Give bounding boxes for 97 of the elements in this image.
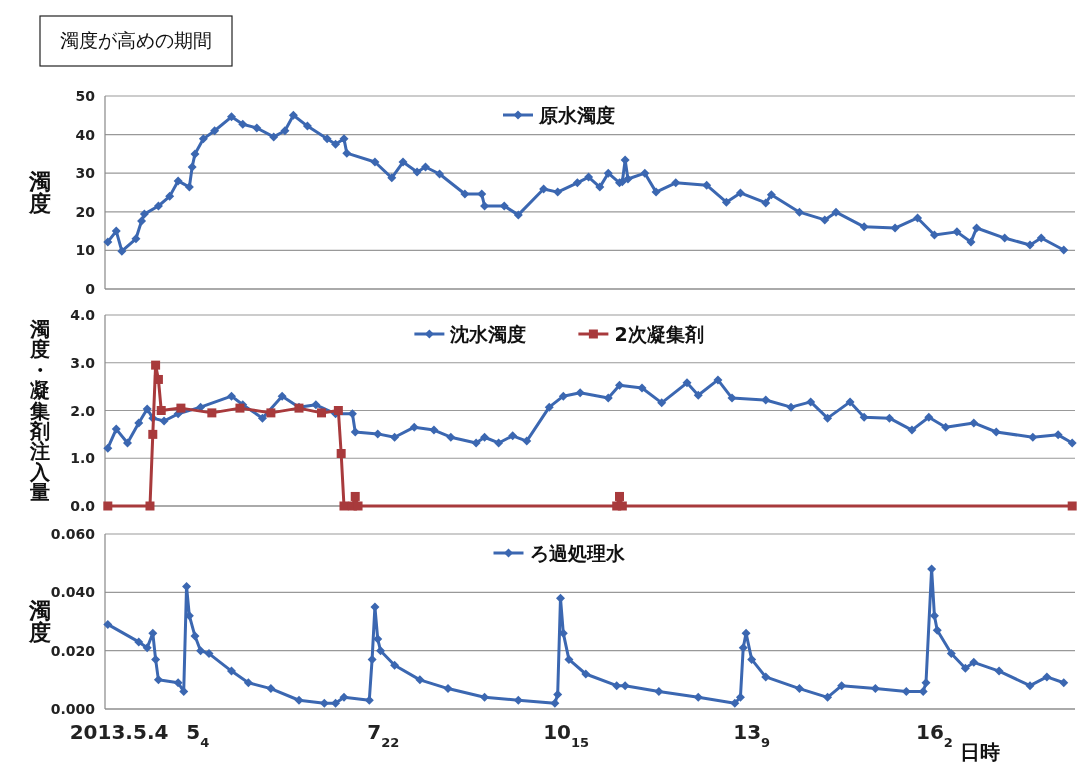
point <box>353 501 363 511</box>
point <box>969 418 979 428</box>
point <box>333 406 343 415</box>
point <box>693 390 703 400</box>
point <box>615 491 625 501</box>
y-tick-label: 50 <box>75 88 96 104</box>
legend-label: 2次凝集剤 <box>614 323 704 345</box>
y-tick-label: 0.060 <box>50 526 96 542</box>
x-axis-title: 日時 <box>960 740 1000 764</box>
x-tick-label: 5$_{4}$ <box>186 720 210 750</box>
y-tick-label: 0.040 <box>50 584 96 601</box>
point <box>207 408 217 418</box>
point <box>806 397 816 407</box>
point <box>924 412 934 422</box>
y-tick-label: 2.0 <box>70 402 96 419</box>
y-tick-label: 0.0 <box>70 498 96 514</box>
point <box>142 404 152 414</box>
point <box>494 438 504 448</box>
point <box>336 448 346 458</box>
point <box>907 425 917 435</box>
y-axis-title: 濁度 <box>28 168 51 217</box>
point <box>159 416 169 426</box>
y-tick-label: 0 <box>85 281 96 297</box>
text: 濁度・凝集剤注入量 <box>30 316 50 505</box>
legend: ろ過処理水 <box>493 542 625 564</box>
legend-label: 原水濁度 <box>538 104 615 126</box>
point <box>103 443 113 453</box>
y-tick-label: 4.0 <box>70 307 96 323</box>
point <box>761 395 771 405</box>
legend-label: ろ過処理水 <box>529 542 626 564</box>
point <box>350 491 360 501</box>
point <box>277 391 287 401</box>
point <box>350 427 360 437</box>
point <box>339 501 349 511</box>
x-tick-label: 16$_{2}$ <box>915 720 953 750</box>
point <box>480 432 490 442</box>
point <box>153 374 163 384</box>
point <box>657 398 667 408</box>
point <box>544 402 554 412</box>
point <box>713 375 723 385</box>
x-tick-label: 2013.5.4 <box>69 720 169 744</box>
x-tick-label: 7$_{22}$ <box>367 720 400 750</box>
point <box>429 425 439 435</box>
point <box>786 402 796 412</box>
x-tick-label: 13$_{9}$ <box>733 720 771 750</box>
point <box>615 380 625 390</box>
y-tick-label: 20 <box>75 203 96 220</box>
point <box>148 429 158 439</box>
point <box>1067 501 1077 511</box>
point <box>122 438 132 448</box>
point <box>145 501 155 511</box>
point <box>373 429 383 439</box>
x-tick-label: 10$_{15}$ <box>543 720 590 750</box>
point <box>471 438 481 448</box>
point <box>257 413 267 423</box>
y-tick-label: 3.0 <box>70 354 96 371</box>
point <box>603 393 613 403</box>
y-tick-label: 40 <box>75 126 96 143</box>
point <box>266 408 276 418</box>
point <box>409 422 419 432</box>
point <box>617 501 627 511</box>
point <box>151 360 161 370</box>
y-axis-title: 濁度 <box>28 597 51 646</box>
point <box>682 378 692 388</box>
point <box>575 388 585 398</box>
point <box>316 408 326 418</box>
point <box>522 436 532 446</box>
title-box: 濁度が高めの期間 <box>39 15 233 67</box>
point <box>1053 430 1063 440</box>
point <box>823 413 833 423</box>
point <box>227 391 237 401</box>
point <box>845 397 855 407</box>
point <box>134 418 144 428</box>
point <box>859 412 869 422</box>
point <box>508 431 518 441</box>
point <box>637 383 647 393</box>
point <box>156 406 166 415</box>
point <box>176 403 186 413</box>
y-tick-label: 10 <box>75 242 96 259</box>
point <box>941 422 951 432</box>
point <box>991 427 1001 437</box>
y-tick-label: 30 <box>75 165 96 182</box>
y-tick-label: 0.020 <box>50 642 96 659</box>
point <box>103 501 113 511</box>
legend-label: 沈水濁度 <box>449 323 527 345</box>
chart-title: 濁度が高めの期間 <box>60 29 212 51</box>
point <box>446 432 456 442</box>
point <box>558 391 568 401</box>
point <box>390 432 400 442</box>
point <box>1028 432 1038 442</box>
point <box>111 424 121 434</box>
y-tick-label: 1.0 <box>70 450 96 467</box>
y-tick-label: 0.000 <box>50 701 96 717</box>
legend: 原水濁度 <box>503 104 615 126</box>
point <box>727 393 737 403</box>
point <box>1067 438 1077 448</box>
point <box>311 400 321 410</box>
